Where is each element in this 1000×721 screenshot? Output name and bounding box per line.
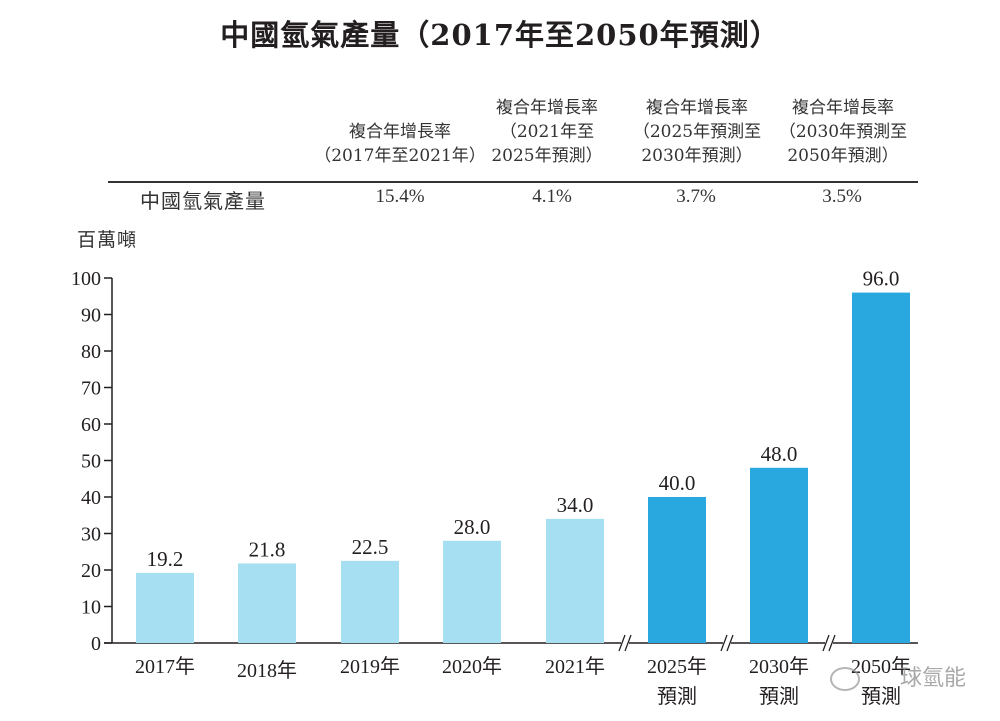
data-label: 19.2 — [147, 547, 184, 571]
cagr-value-1: 15.4% — [375, 186, 425, 207]
data-label: 40.0 — [659, 471, 696, 495]
cagr-header-line: 2030年預測） — [641, 146, 753, 166]
data-label: 21.8 — [249, 537, 286, 561]
bar — [546, 518, 604, 643]
y-tick-label: 100 — [71, 268, 101, 290]
x-tick-label: 2018年 — [237, 659, 297, 682]
labels: 19.2 2017年 21.8 2018年 22.5 2019年 28.0 2020年 34.0… — [135, 267, 911, 708]
axis-break-mark — [720, 634, 728, 652]
x-tick-label: 2017年 — [135, 655, 195, 678]
bar — [341, 560, 399, 643]
bars — [136, 292, 910, 643]
y-tick-label: 0 — [91, 633, 101, 655]
watermark: 球氫能 — [830, 660, 966, 692]
data-label: 96.0 — [863, 267, 900, 291]
y-axis-unit-label: 百萬噸 — [77, 229, 138, 251]
cagr-value-2: 4.1% — [532, 186, 572, 207]
cagr-header-line: 複合年增長率 — [646, 98, 748, 118]
cagr-header-line: 2025年預測） — [491, 146, 603, 166]
x-tick-label-sub: 預測 — [657, 685, 697, 708]
x-tick-label: 2030年 — [749, 655, 809, 678]
bar — [750, 467, 808, 643]
axis-break-mark — [726, 634, 734, 652]
y-tick-label: 50 — [81, 451, 101, 473]
cagr-header-line: 複合年增長率 — [496, 98, 598, 118]
watermark-text: 球氫能 — [900, 666, 967, 691]
x-tick-label-sub: 預測 — [861, 685, 901, 708]
cagr-row-label: 中國氫氣產量 — [140, 189, 266, 213]
cagr-header-line: （2021年至 — [499, 122, 595, 142]
bar — [852, 292, 910, 643]
data-label: 22.5 — [352, 535, 389, 559]
y-tick-label: 10 — [81, 597, 101, 619]
axes: 0 10 20 30 40 50 60 70 80 90 100 — [71, 268, 918, 655]
y-tick-label: 40 — [81, 487, 101, 509]
data-label: 34.0 — [557, 493, 594, 517]
cagr-header-line: 複合年增長率 — [349, 122, 451, 142]
wechat-icon — [830, 667, 860, 691]
cagr-value-4: 3.5% — [822, 186, 862, 207]
cagr-header-line: （2025年預測至 — [632, 122, 762, 142]
y-tick-label: 90 — [81, 305, 101, 327]
y-tick-label: 60 — [81, 414, 101, 436]
table-rule — [108, 181, 918, 183]
cagr-header-line: 複合年增長率 — [792, 98, 894, 118]
x-tick-label: 2019年 — [340, 655, 400, 678]
x-tick-label: 2021年 — [545, 655, 605, 678]
cagr-header-line: （2017年至2021年） — [314, 146, 486, 166]
x-tick-label: 2020年 — [442, 655, 502, 678]
cagr-header-4: 複合年增長率 （2030年預測至 2050年預測） — [768, 96, 918, 168]
axis-break-mark — [624, 634, 632, 652]
cagr-header-line: 2050年預測） — [787, 146, 899, 166]
y-tick-label: 30 — [81, 524, 101, 546]
x-tick-label: 2050年 — [851, 655, 911, 678]
bar — [136, 572, 194, 643]
bar — [648, 497, 706, 643]
x-tick-label-sub: 預測 — [759, 685, 799, 708]
axis-break-mark — [822, 634, 830, 652]
bar — [238, 563, 296, 643]
chart-title: 中國氫氣產量（2017年至2050年預測） — [220, 18, 780, 52]
data-label: 48.0 — [761, 442, 798, 466]
bar — [443, 540, 501, 643]
y-tick-label: 80 — [81, 341, 101, 363]
cagr-header-line: （2030年預測至 — [778, 122, 908, 142]
axis-break-mark — [828, 634, 836, 652]
y-tick-label: 20 — [81, 560, 101, 582]
y-tick-label: 70 — [81, 378, 101, 400]
axis-break-mark — [618, 634, 626, 652]
cagr-value-3: 3.7% — [676, 186, 716, 207]
cagr-header-3: 複合年增長率 （2025年預測至 2030年預測） — [622, 96, 772, 168]
x-tick-label: 2025年 — [647, 655, 707, 678]
cagr-header-2: 複合年增長率 （2021年至 2025年預測） — [482, 96, 612, 168]
cagr-header-1: 複合年增長率 （2017年至2021年） — [310, 120, 490, 168]
data-label: 28.0 — [454, 515, 491, 539]
